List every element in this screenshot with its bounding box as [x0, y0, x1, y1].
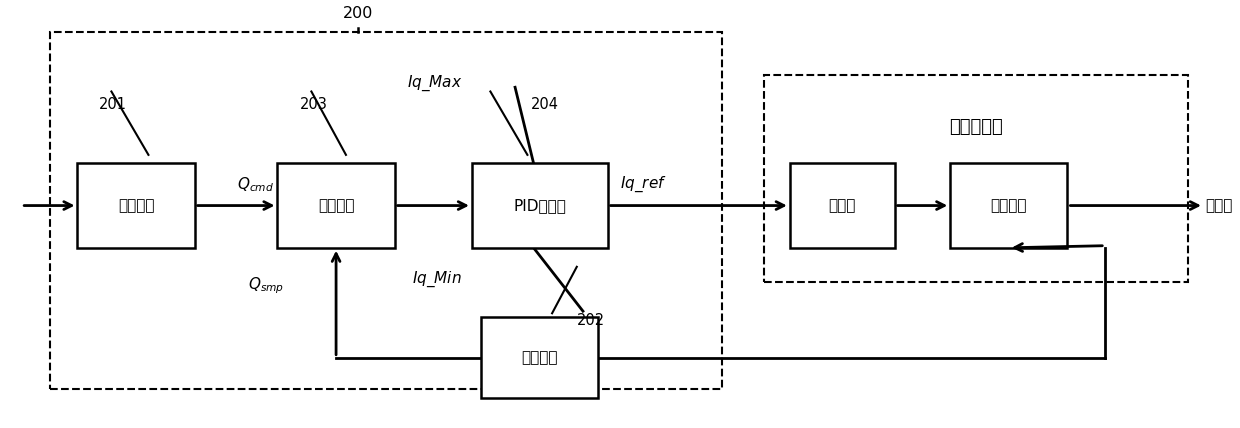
Text: 200: 200 — [343, 6, 373, 21]
Bar — [481, 318, 599, 398]
Bar — [77, 163, 195, 248]
Text: 接收单元: 接收单元 — [118, 198, 154, 213]
Bar — [950, 163, 1068, 248]
Bar — [764, 74, 1188, 282]
Text: PID控制器: PID控制器 — [513, 198, 567, 213]
Text: 运算单元: 运算单元 — [317, 198, 355, 213]
Text: 201: 201 — [99, 97, 126, 112]
Text: 测量单元: 测量单元 — [522, 350, 558, 365]
Text: 并网点: 并网点 — [1205, 198, 1233, 213]
Text: $Iq\_Min$: $Iq\_Min$ — [412, 270, 463, 289]
Bar — [278, 163, 394, 248]
Text: 202: 202 — [577, 313, 605, 328]
Text: $Q_{cmd}$: $Q_{cmd}$ — [237, 175, 274, 194]
Text: 风力发电机: 风力发电机 — [950, 119, 1003, 137]
Text: $Iq\_ref$: $Iq\_ref$ — [620, 175, 667, 194]
Bar — [472, 163, 608, 248]
Text: $Q_{smp}$: $Q_{smp}$ — [248, 276, 284, 296]
Bar — [50, 33, 723, 389]
Text: 变流器: 变流器 — [828, 198, 856, 213]
Bar — [790, 163, 895, 248]
Text: 计量装置: 计量装置 — [991, 198, 1027, 213]
Text: $Iq\_Max$: $Iq\_Max$ — [407, 73, 463, 93]
Text: 204: 204 — [531, 97, 559, 112]
Text: 203: 203 — [300, 97, 329, 112]
